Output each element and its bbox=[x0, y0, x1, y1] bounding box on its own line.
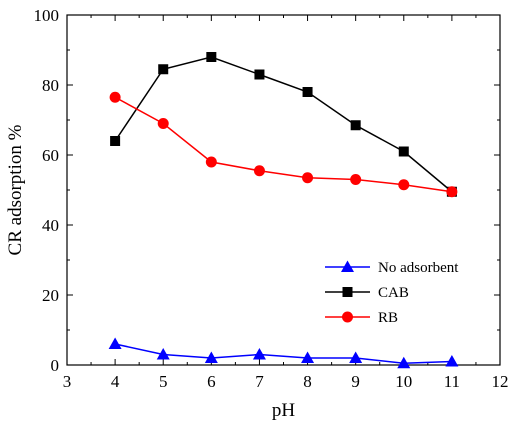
data-point-no-adsorbent bbox=[445, 355, 459, 367]
data-point-rb bbox=[157, 118, 169, 129]
legend-label: CAB bbox=[378, 285, 409, 301]
data-point-no-adsorbent bbox=[252, 348, 266, 360]
data-point-rb bbox=[398, 179, 410, 191]
y-tick-label: 60 bbox=[42, 146, 59, 165]
data-point-no-adsorbent bbox=[156, 348, 170, 360]
x-tick-label: 10 bbox=[395, 372, 412, 391]
data-point-cab bbox=[350, 120, 361, 131]
legend-item-cab: CAB bbox=[325, 285, 409, 301]
axes: 3 4 5 6 7 8 9 10 11 12 0 20 40 60 80 100 bbox=[34, 6, 509, 391]
y-tick-label: 20 bbox=[42, 286, 59, 305]
data-point-rb bbox=[446, 186, 458, 198]
y-axis-title: CR adsorption % bbox=[5, 124, 26, 255]
data-point-rb bbox=[253, 165, 265, 177]
x-tick-label: 11 bbox=[444, 372, 460, 391]
legend-marker bbox=[342, 287, 353, 297]
x-tick-label: 7 bbox=[255, 372, 264, 391]
data-point-cab bbox=[302, 87, 313, 97]
x-axis-title: pH bbox=[272, 400, 296, 421]
legend-marker bbox=[341, 260, 354, 272]
data-point-cab bbox=[158, 64, 169, 75]
data-point-cab bbox=[254, 69, 265, 80]
y-tick-label: 40 bbox=[42, 216, 59, 235]
data-point-no-adsorbent bbox=[204, 351, 218, 363]
series-line-no-adsorbent bbox=[114, 343, 452, 365]
x-tick-label: 6 bbox=[207, 372, 216, 391]
y-tick-label: 0 bbox=[51, 356, 60, 375]
data-point-rb bbox=[302, 172, 314, 184]
data-point-no-adsorbent bbox=[301, 351, 315, 363]
y-tick-label: 80 bbox=[42, 76, 59, 95]
series-rb bbox=[109, 91, 458, 198]
data-point-cab bbox=[206, 52, 217, 62]
x-tick-label: 5 bbox=[159, 372, 168, 391]
x-tick-label: 9 bbox=[351, 372, 360, 391]
legend-item-no-adsorbent: No adsorbent bbox=[325, 260, 459, 276]
legend: No adsorbent CAB RB bbox=[325, 260, 459, 326]
data-point-rb bbox=[109, 91, 121, 103]
x-tick-label: 3 bbox=[63, 372, 72, 391]
series-layer bbox=[108, 52, 459, 369]
x-tick-label: 12 bbox=[492, 372, 509, 391]
legend-label: No adsorbent bbox=[378, 260, 459, 276]
data-point-cab bbox=[398, 146, 409, 157]
series-line-cab bbox=[114, 56, 453, 193]
legend-item-rb: RB bbox=[325, 310, 398, 326]
y-tick-label: 100 bbox=[34, 6, 60, 25]
data-point-rb bbox=[350, 174, 362, 185]
series-no-adsorbent bbox=[108, 337, 459, 369]
legend-label: RB bbox=[378, 310, 398, 326]
series-line-rb bbox=[114, 96, 452, 193]
legend-marker bbox=[342, 311, 353, 323]
x-tick-label: 4 bbox=[111, 372, 120, 391]
data-point-cab bbox=[110, 136, 121, 146]
data-point-no-adsorbent bbox=[397, 356, 411, 369]
data-point-no-adsorbent bbox=[349, 351, 363, 363]
data-point-no-adsorbent bbox=[108, 337, 122, 349]
x-tick-label: 8 bbox=[303, 372, 312, 391]
data-point-rb bbox=[205, 156, 217, 168]
